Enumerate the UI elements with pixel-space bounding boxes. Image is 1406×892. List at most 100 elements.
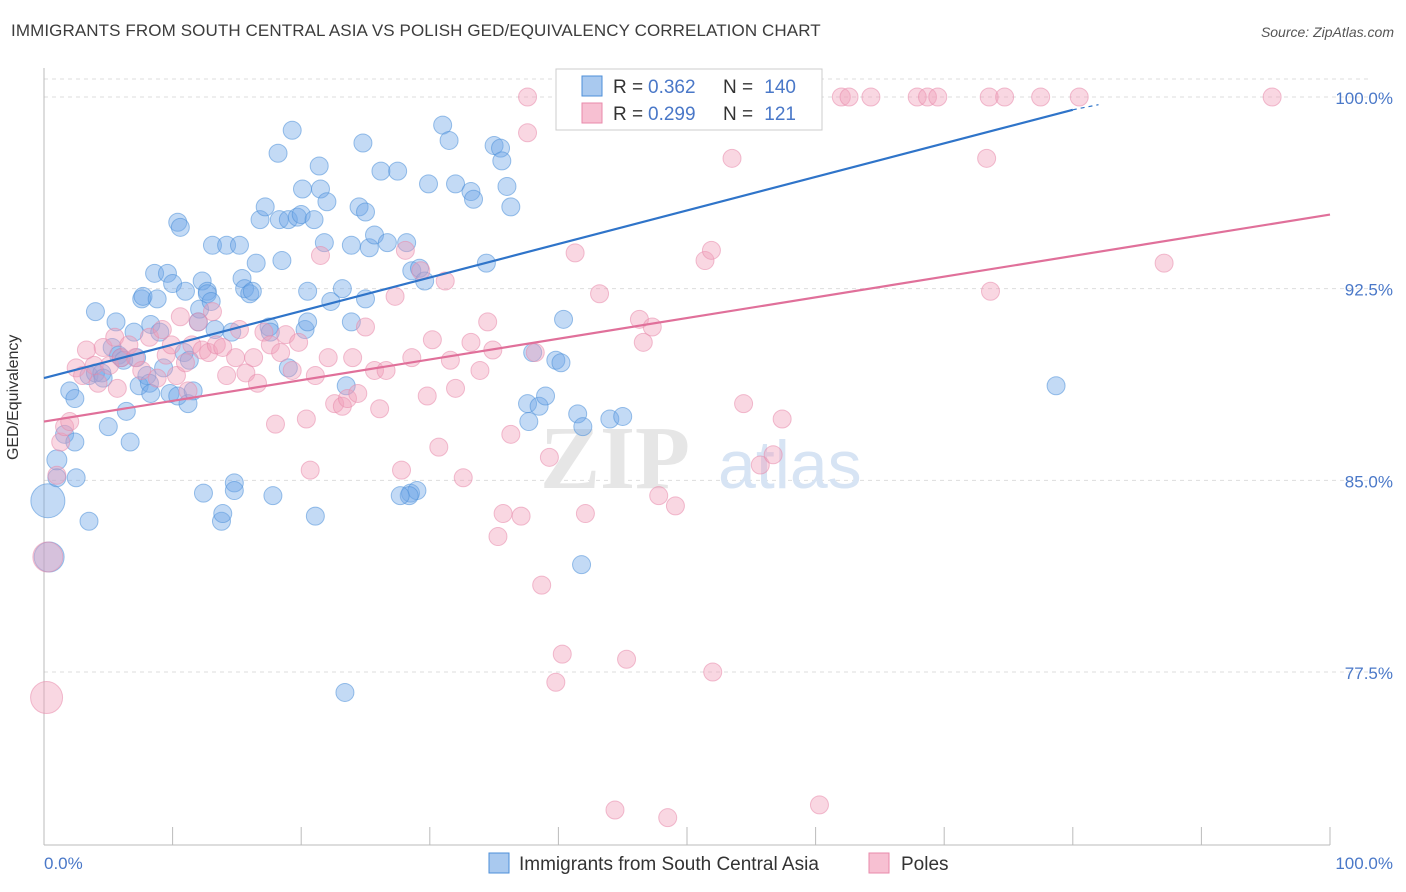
data-point [193, 483, 213, 503]
data-point [397, 233, 417, 253]
data-point [388, 161, 408, 181]
data-point [244, 348, 264, 368]
x-tick-label-max: 100.0% [1335, 854, 1393, 873]
data-point [979, 87, 999, 107]
data-point [464, 189, 484, 209]
data-point [529, 396, 549, 416]
data-point [551, 353, 571, 373]
data-point [440, 350, 460, 370]
data-point [157, 263, 177, 283]
data-point [573, 417, 593, 437]
data-point [265, 414, 285, 434]
data-point [446, 378, 466, 398]
legend-r-value: 0.299 [648, 104, 696, 125]
data-point [132, 360, 152, 380]
y-tick-label: 85.0% [1345, 472, 1393, 491]
data-point [763, 445, 783, 465]
data-point [318, 348, 338, 368]
data-point [907, 87, 927, 107]
data-point [343, 348, 363, 368]
data-point [1154, 253, 1174, 273]
data-point [1046, 376, 1066, 396]
data-point [199, 343, 219, 363]
data-point [65, 389, 85, 409]
legend-swatch-immigrants [488, 852, 510, 874]
data-point [772, 409, 792, 429]
trend-lines [43, 104, 1331, 423]
data-point [188, 312, 208, 332]
zipatlas-watermark: ZIP atlas [540, 409, 862, 508]
data-point [554, 309, 574, 329]
data-point [88, 373, 108, 393]
data-point [292, 179, 312, 199]
data-point [272, 251, 292, 271]
data-point [376, 360, 396, 380]
data-point [980, 281, 1000, 301]
data-point [665, 496, 685, 516]
data-point [511, 506, 531, 526]
legend-n-value: 140 [764, 77, 796, 98]
svg-text:ZIP: ZIP [540, 409, 690, 508]
data-point [202, 235, 222, 255]
data-point [317, 192, 337, 212]
data-point [370, 399, 390, 419]
data-point [995, 87, 1015, 107]
data-point [642, 317, 662, 337]
data-point [325, 394, 345, 414]
data-point [213, 504, 233, 524]
data-point [310, 179, 330, 199]
data-point [429, 437, 449, 457]
data-point [120, 432, 140, 452]
data-point [341, 235, 361, 255]
data-point [1262, 87, 1282, 107]
data-point [332, 279, 352, 299]
legend-r-label: R = [613, 104, 643, 125]
data-point [147, 289, 167, 309]
data-point [422, 330, 442, 350]
data-point [183, 381, 203, 401]
data-point [568, 404, 588, 424]
data-point [242, 281, 262, 301]
data-point [617, 649, 637, 669]
data-point [539, 447, 559, 467]
data-point [310, 245, 330, 265]
data-point [488, 527, 508, 547]
data-point [461, 332, 481, 352]
data-point [701, 240, 721, 260]
data-point [809, 795, 829, 815]
data-point [658, 808, 678, 828]
data-point [32, 541, 64, 573]
data-point [226, 348, 246, 368]
data-point [552, 644, 572, 664]
data-point [353, 133, 373, 153]
data-point [296, 409, 316, 429]
legend-n-value: 121 [764, 104, 796, 125]
data-point [1069, 87, 1089, 107]
data-point [66, 468, 86, 488]
data-point [377, 233, 397, 253]
legend-swatch [581, 75, 603, 97]
data-point [268, 143, 288, 163]
data-point [229, 235, 249, 255]
series-immigrants-points [30, 115, 1066, 702]
data-point [335, 682, 355, 702]
data-point [282, 360, 302, 380]
data-point [917, 87, 937, 107]
data-point [65, 432, 85, 452]
data-point [51, 432, 71, 452]
data-point [107, 378, 127, 398]
y-tick-label: 77.5% [1345, 664, 1393, 683]
data-point [1031, 87, 1051, 107]
data-point [217, 366, 237, 386]
data-point [359, 238, 379, 258]
data-point [371, 161, 391, 181]
svg-text:atlas: atlas [718, 427, 862, 503]
data-point [314, 233, 334, 253]
chart-source: Source: ZipAtlas.com [1260, 24, 1394, 40]
data-point [192, 271, 212, 291]
data-point [633, 332, 653, 352]
data-point [349, 197, 369, 217]
data-point [60, 412, 80, 432]
data-point [170, 307, 190, 327]
x-tick-label-min: 0.0% [44, 854, 83, 873]
